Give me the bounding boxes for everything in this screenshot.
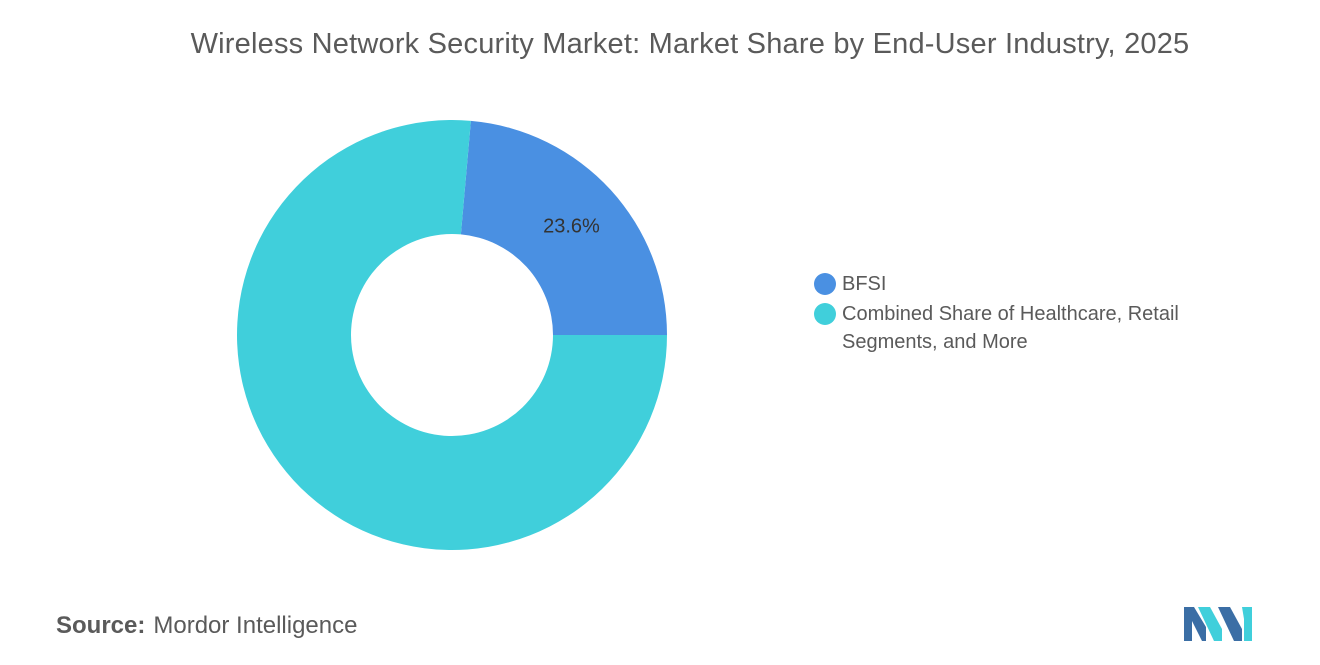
slice-label-0: 23.6%: [543, 216, 600, 238]
legend-swatch-bfsi: [814, 273, 836, 295]
legend-label-bfsi: BFSI: [842, 273, 887, 295]
mordor-intelligence-logo-icon: [1184, 607, 1252, 641]
legend-swatch-combined: [814, 303, 836, 325]
source-text: Mordor Intelligence: [153, 612, 358, 639]
legend-item-combined: Combined Share of Healthcare, Retail Seg…: [814, 300, 1254, 356]
donut-slice-1: [236, 119, 667, 550]
source-label: Source:: [56, 612, 146, 639]
chart-title: Wireless Network Security Market: Market…: [190, 28, 1190, 60]
legend-label-combined: Combined Share of Healthcare, Retail Seg…: [842, 303, 1179, 353]
source-note: Source: Mordor Intelligence: [56, 612, 357, 640]
donut-slices: [236, 119, 667, 550]
donut-slice-0: [460, 120, 667, 336]
slice-labels: 23.6%: [543, 216, 600, 238]
chart-legend: BFSI Combined Share of Healthcare, Retai…: [814, 270, 1254, 358]
legend-item-bfsi: BFSI: [814, 270, 1254, 298]
donut-chart: 23.6%: [236, 119, 667, 550]
